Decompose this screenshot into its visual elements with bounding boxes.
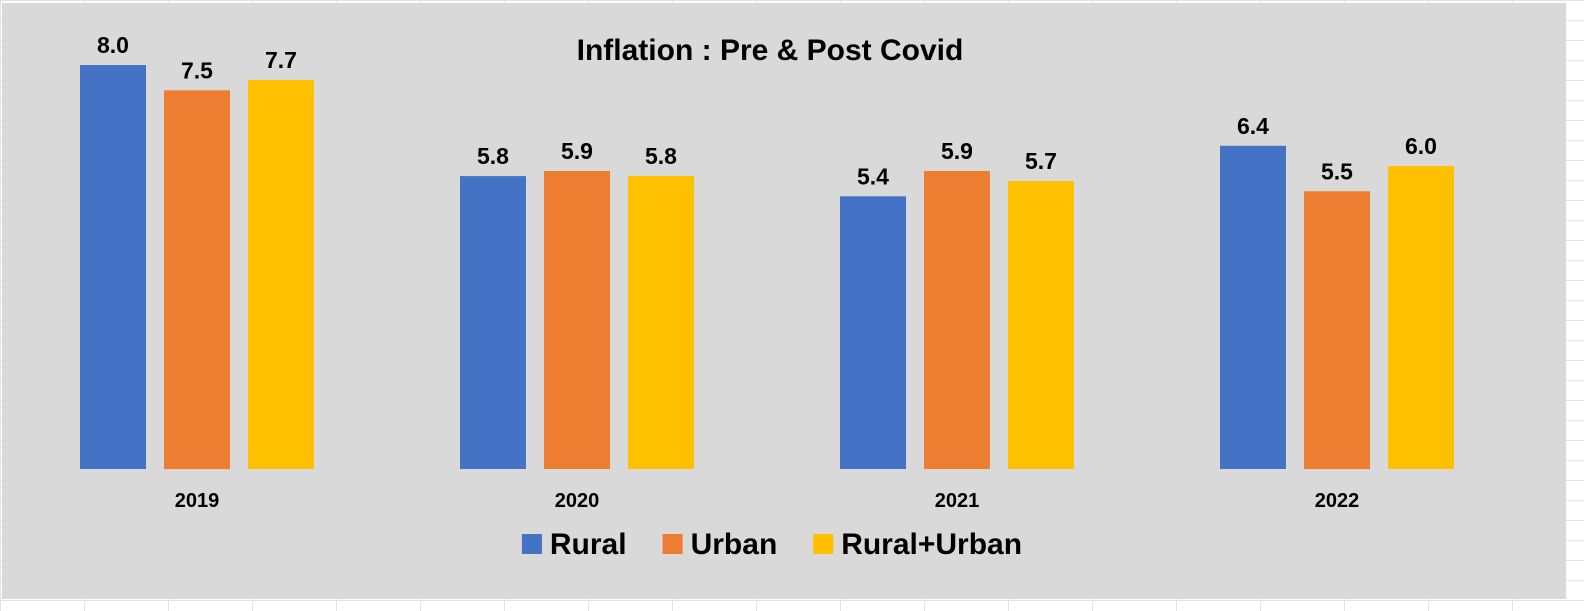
bar-rural-2021[interactable] bbox=[840, 196, 906, 470]
data-label-rural-2020: 5.8 bbox=[477, 143, 509, 169]
bar-rural-urban-2019[interactable] bbox=[248, 80, 314, 469]
bar-urban-2021[interactable] bbox=[924, 171, 990, 469]
data-labels-group: 8.0 7.5 7.7 5.8 5.9 5.8 5.4 5.9 5.7 6.4 5.5 6.0 bbox=[97, 32, 1437, 189]
bars-group bbox=[80, 65, 1454, 470]
data-label-rural-2022: 6.4 bbox=[1237, 113, 1269, 139]
data-label-rural-2021: 5.4 bbox=[857, 163, 889, 189]
legend-label-rural: Rural bbox=[550, 528, 627, 561]
data-label-rural-urban-2019: 7.7 bbox=[265, 47, 297, 73]
data-label-urban-2022: 5.5 bbox=[1321, 158, 1353, 184]
bar-rural-2022[interactable] bbox=[1220, 145, 1286, 470]
bar-urban-2020[interactable] bbox=[544, 171, 610, 469]
legend: Rural Urban Rural+Urban bbox=[521, 528, 1022, 561]
data-label-rural-urban-2021: 5.7 bbox=[1025, 148, 1057, 174]
bar-urban-2022[interactable] bbox=[1304, 191, 1370, 470]
legend-label-urban: Urban bbox=[691, 528, 778, 561]
data-label-rural-urban-2022: 6.0 bbox=[1405, 133, 1437, 159]
bar-rural-2020[interactable] bbox=[460, 176, 526, 469]
data-label-urban-2021: 5.9 bbox=[941, 138, 973, 164]
data-label-rural-urban-2020: 5.8 bbox=[645, 143, 677, 169]
legend-swatch-rural-urban bbox=[813, 534, 834, 554]
category-tick-label-2022: 2022 bbox=[1315, 490, 1360, 512]
data-label-urban-2019: 7.5 bbox=[181, 57, 213, 83]
legend-swatch-urban bbox=[662, 534, 683, 554]
data-label-rural-2019: 8.0 bbox=[97, 32, 129, 58]
chart-area[interactable]: Inflation : Pre & Post Covid 8.0 7.5 7.7 5.… bbox=[2, 3, 1566, 599]
category-axis: 2019 2020 2021 2022 bbox=[175, 490, 1360, 512]
bar-rural-urban-2022[interactable] bbox=[1388, 166, 1454, 469]
category-tick-label-2019: 2019 bbox=[175, 490, 220, 512]
category-tick-label-2021: 2021 bbox=[935, 490, 980, 512]
bar-urban-2019[interactable] bbox=[164, 90, 230, 470]
bar-rural-urban-2020[interactable] bbox=[628, 176, 694, 469]
data-label-urban-2020: 5.9 bbox=[561, 138, 593, 164]
legend-swatch-rural bbox=[521, 534, 542, 554]
legend-label-rural-urban: Rural+Urban bbox=[841, 528, 1022, 561]
bar-rural-2019[interactable] bbox=[80, 65, 146, 469]
chart-svg: Inflation : Pre & Post Covid 8.0 7.5 7.7 5.… bbox=[80, 32, 1454, 561]
bar-rural-urban-2021[interactable] bbox=[1008, 181, 1074, 469]
category-tick-label-2020: 2020 bbox=[555, 490, 600, 512]
chart-title: Inflation : Pre & Post Covid bbox=[577, 34, 964, 67]
